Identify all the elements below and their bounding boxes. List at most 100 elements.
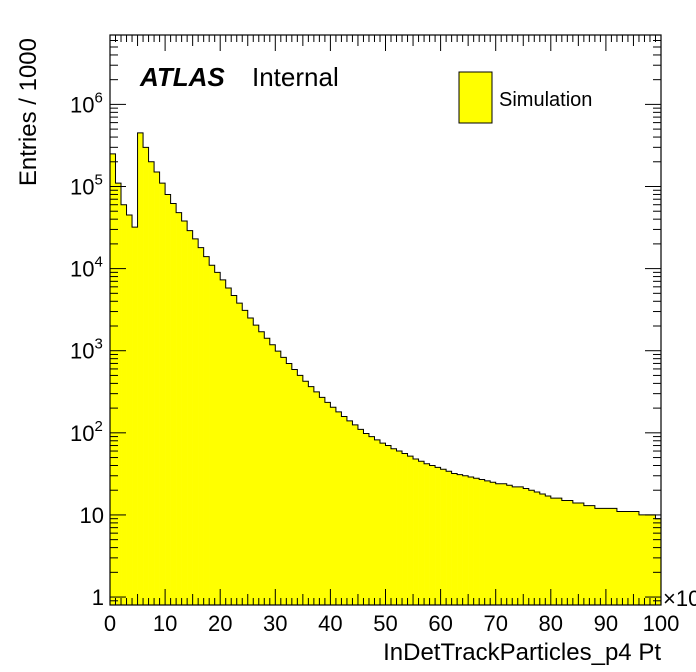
histogram-bar [611, 508, 618, 605]
histogram-bar [446, 471, 452, 605]
histogram-bar [231, 295, 238, 605]
legend-swatch [458, 71, 493, 124]
histogram-bar [176, 212, 182, 606]
histogram-bar [616, 511, 623, 605]
histogram-bar [484, 480, 491, 605]
histogram-bar [627, 511, 634, 605]
histogram-bars [110, 132, 662, 606]
histogram-bar [363, 433, 370, 605]
histogram-bar [638, 514, 645, 605]
histogram-bar [402, 453, 408, 605]
histogram-bar [148, 161, 155, 605]
histogram-bar [121, 204, 127, 605]
histogram-bar [275, 351, 282, 605]
histogram-bar [407, 456, 414, 605]
histogram-bar [247, 318, 254, 605]
histogram-bar [374, 439, 381, 605]
histogram-bar [512, 486, 519, 605]
histogram-bar [567, 500, 574, 605]
histogram-bar [523, 488, 530, 605]
histogram-bar [578, 502, 585, 605]
histogram-bar [561, 500, 568, 605]
histogram-bar [192, 238, 199, 605]
x-tick-label: 0 [104, 611, 116, 636]
histogram-bar [198, 247, 204, 605]
y-tick-label: 103 [70, 336, 103, 364]
histogram-bar [622, 511, 629, 605]
x-tick-label: 90 [594, 611, 618, 636]
histogram-bar [357, 429, 364, 605]
histogram-bar [291, 369, 298, 605]
histogram-bar [429, 465, 436, 605]
atlas-label: ATLAS [139, 62, 225, 92]
histogram-bar [391, 448, 397, 605]
x-tick-label: 30 [263, 611, 287, 636]
histogram-bar [115, 183, 122, 605]
histogram-bar [280, 357, 287, 605]
histogram-bar [159, 183, 166, 605]
histogram-bar [258, 331, 265, 605]
histogram-bar [242, 310, 249, 605]
histogram-bar [473, 478, 480, 605]
histogram-bar [214, 272, 221, 605]
histogram-bar [308, 386, 315, 605]
histogram-bar [495, 483, 502, 605]
y-axis-label: Entries / 1000 [15, 38, 42, 186]
histogram-bar [220, 279, 227, 605]
histogram-bar [302, 381, 309, 605]
histogram-bar [589, 505, 596, 605]
x-tick-label: 10 [153, 611, 177, 636]
histogram-bar [418, 461, 425, 605]
histogram-bar [269, 344, 276, 605]
histogram-bar [605, 508, 612, 605]
x-tick-label: 50 [373, 611, 397, 636]
histogram-bar [506, 485, 513, 605]
histogram-bar [225, 288, 232, 605]
histogram-bar [319, 397, 326, 605]
x-tick-label: 20 [208, 611, 232, 636]
histogram-outline [109, 132, 662, 605]
histogram-bar [341, 416, 348, 605]
x-tick-label: 60 [428, 611, 452, 636]
histogram-bar [154, 172, 160, 606]
y-tick-label: 106 [70, 89, 103, 117]
histogram-bar [286, 363, 293, 605]
histogram-bar [545, 496, 552, 605]
histogram-bar [236, 303, 243, 605]
histogram-bar [352, 424, 359, 605]
y-axis-ticks: 1 10 102 103 104 105 106 [70, 34, 661, 610]
x-multiplier-label: ×10 [663, 586, 696, 611]
histogram-bar [132, 227, 138, 605]
histogram-bar [297, 375, 304, 605]
x-tick-label: 70 [483, 611, 507, 636]
histogram-bar [346, 420, 353, 605]
histogram-bar [440, 469, 447, 605]
histogram-bar [556, 498, 563, 605]
histogram-bar [126, 214, 133, 605]
histogram-bar [324, 402, 331, 605]
histogram-bar [170, 203, 177, 606]
histogram-bar [528, 490, 535, 605]
y-tick-label: 102 [70, 418, 103, 446]
histogram-bar [479, 479, 485, 605]
histogram-bar [501, 483, 508, 605]
histogram-bar [517, 486, 524, 605]
histogram-bar [335, 411, 342, 605]
histogram-bar [203, 256, 210, 605]
x-axis-ticks: 0 10 20 30 40 50 60 70 80 90 100 [104, 35, 679, 636]
y-tick-label: 104 [70, 254, 103, 282]
histogram-bar [594, 508, 601, 605]
histogram-bar [644, 514, 651, 605]
histogram-bar [137, 132, 144, 606]
histogram-bar [368, 436, 375, 605]
histogram-bar [209, 265, 215, 605]
histogram-bar [181, 221, 188, 605]
histogram-bar [143, 147, 149, 605]
histogram-bar [451, 473, 458, 605]
legend: Simulation [458, 71, 592, 124]
internal-label: Internal [252, 62, 339, 92]
histogram-bar [385, 445, 392, 605]
y-tick-label: 10 [80, 503, 104, 528]
histogram-bar [396, 451, 403, 605]
